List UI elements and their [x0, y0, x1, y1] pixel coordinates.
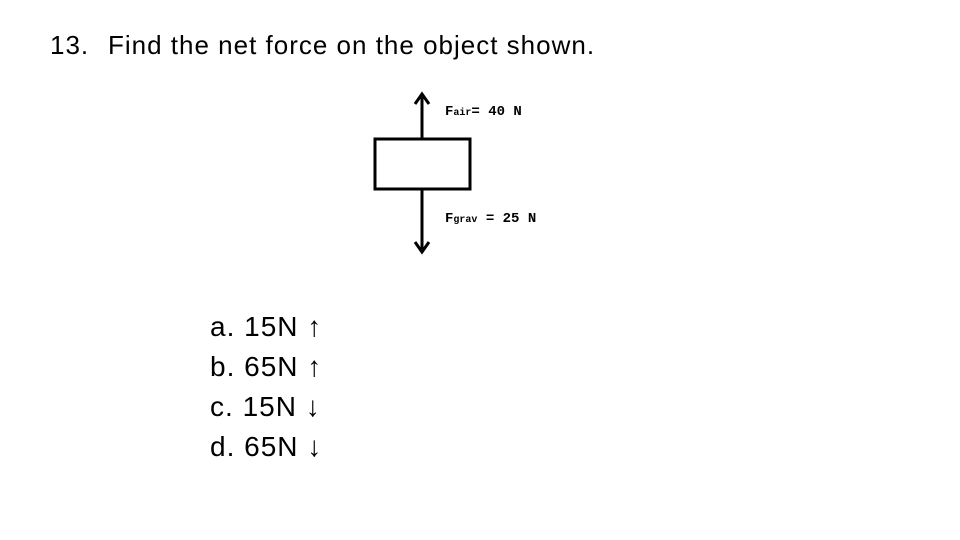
- page: 13. Find the net force on the object sho…: [0, 0, 960, 501]
- option-letter: b.: [210, 351, 235, 382]
- arrow-down-icon: ↓: [307, 431, 322, 462]
- label-sub: grav: [453, 215, 477, 226]
- question-number: 13.: [50, 30, 98, 61]
- arrow-up-icon: ↑: [307, 351, 322, 382]
- force-air-label: Fair= 40 N: [445, 104, 522, 120]
- option-value: 15N: [243, 391, 297, 422]
- option-a: a. 15N ↑: [210, 311, 910, 343]
- option-c: c. 15N ↓: [210, 391, 910, 423]
- option-letter: d.: [210, 431, 235, 462]
- label-rest: = 25 N: [477, 211, 536, 227]
- label-sub: air: [453, 108, 471, 119]
- object-box: [375, 139, 470, 189]
- label-rest: = 40 N: [471, 104, 521, 120]
- option-letter: c.: [210, 391, 234, 422]
- answer-options: a. 15N ↑ b. 65N ↑ c. 15N ↓ d. 65N ↓: [210, 311, 910, 463]
- question-text: Find the net force on the object shown.: [108, 30, 595, 61]
- option-b: b. 65N ↑: [210, 351, 910, 383]
- arrow-up-icon: ↑: [307, 311, 322, 342]
- option-value: 65N: [244, 351, 298, 382]
- option-letter: a.: [210, 311, 235, 342]
- force-grav-label: Fgrav = 25 N: [445, 211, 536, 227]
- option-value: 65N: [244, 431, 298, 462]
- arrow-down-icon: ↓: [306, 391, 321, 422]
- option-value: 15N: [244, 311, 298, 342]
- question-row: 13. Find the net force on the object sho…: [50, 30, 910, 61]
- force-diagram: Fair= 40 N Fgrav = 25 N: [330, 91, 610, 261]
- option-d: d. 65N ↓: [210, 431, 910, 463]
